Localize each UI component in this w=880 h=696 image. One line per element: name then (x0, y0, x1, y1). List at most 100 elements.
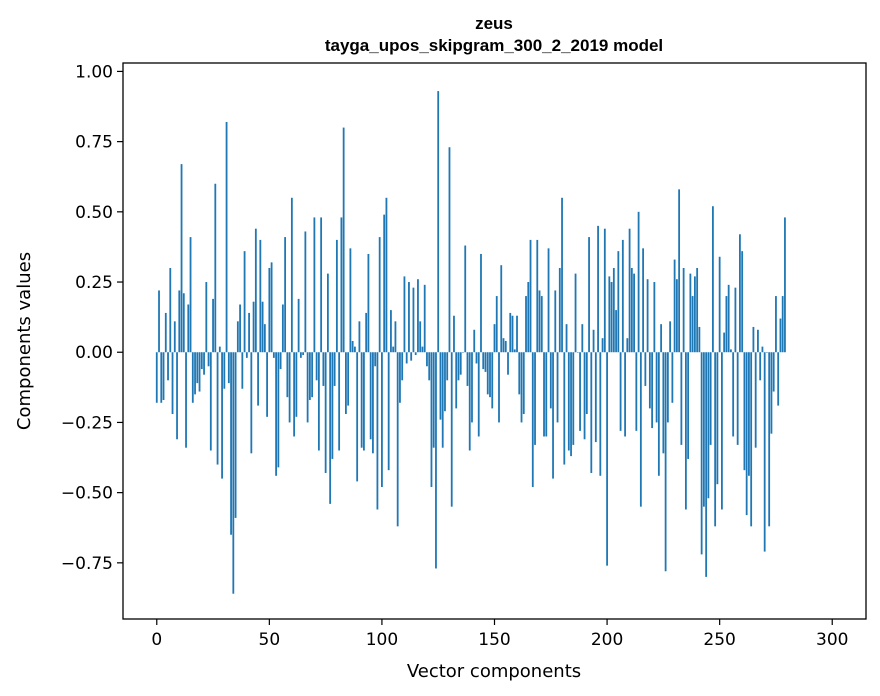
y-tick-label: −0.75 (61, 554, 113, 574)
bar (698, 326, 701, 353)
bar (563, 352, 566, 465)
bar (155, 352, 158, 403)
bar (534, 352, 536, 445)
bar (687, 352, 690, 459)
bar (441, 352, 444, 448)
bar (653, 282, 656, 353)
bar (502, 338, 505, 353)
bar (308, 352, 311, 400)
bar (520, 352, 523, 423)
bar (673, 259, 676, 353)
x-tick-label: 50 (259, 630, 281, 650)
bar (390, 310, 392, 353)
bar (734, 287, 737, 353)
bar (293, 352, 296, 437)
bar (281, 304, 284, 353)
bar (239, 304, 241, 353)
bar (342, 127, 345, 353)
bar (516, 315, 518, 353)
bar (655, 352, 658, 423)
bar (565, 324, 568, 353)
bar (272, 352, 275, 358)
bar (579, 352, 581, 431)
bar (597, 225, 599, 353)
bar (581, 324, 584, 353)
bar (164, 312, 167, 353)
bar (326, 273, 329, 353)
bar (554, 290, 557, 353)
y-tick-label: 0.75 (75, 133, 113, 153)
bar (254, 228, 257, 353)
bar (315, 352, 318, 381)
bar (671, 352, 674, 403)
bar (444, 352, 446, 412)
bar (531, 352, 534, 488)
bar (194, 352, 196, 395)
bar (234, 352, 237, 518)
bar (610, 282, 613, 353)
bar (207, 352, 210, 367)
bar (743, 352, 746, 471)
bar (761, 346, 764, 353)
bar (277, 352, 280, 468)
bar (784, 217, 786, 353)
bar (603, 228, 606, 353)
bar (216, 352, 219, 465)
bar (261, 301, 264, 353)
bar (675, 279, 678, 353)
bar (464, 245, 467, 353)
bar (662, 352, 665, 454)
bar (182, 293, 185, 353)
bar (245, 352, 248, 358)
bar (214, 183, 217, 353)
bar (374, 352, 377, 367)
bar (727, 284, 730, 353)
bar (637, 211, 640, 353)
y-tick-label: 1.00 (75, 62, 113, 82)
bar (473, 329, 476, 353)
bar (736, 352, 739, 445)
bar (484, 352, 487, 372)
bar (459, 352, 462, 375)
bar (721, 352, 723, 510)
bar (162, 352, 165, 400)
bar (590, 352, 593, 473)
bar (529, 239, 532, 353)
bar (428, 352, 431, 381)
y-tick-label: −0.50 (61, 484, 113, 504)
bar (752, 326, 755, 353)
bar (225, 121, 228, 353)
bar (664, 352, 667, 572)
bar (324, 352, 327, 473)
bar (243, 251, 246, 353)
bar (358, 321, 361, 353)
bar (430, 352, 433, 488)
bar (766, 352, 768, 353)
bar (601, 338, 604, 353)
bar (221, 352, 223, 479)
bar (340, 217, 343, 353)
bar (754, 352, 757, 448)
bar (218, 346, 221, 353)
bar (491, 352, 494, 409)
bar (367, 253, 370, 353)
bar (455, 352, 458, 409)
bar (369, 352, 372, 440)
bar (781, 296, 784, 353)
bar (705, 352, 708, 577)
bar (759, 352, 762, 381)
bar (547, 248, 550, 353)
bar (399, 352, 401, 403)
bar (468, 352, 471, 451)
bar (682, 267, 685, 353)
bar (448, 147, 451, 353)
bar (552, 352, 554, 479)
bar (212, 298, 214, 353)
bar (450, 352, 453, 507)
bar (779, 318, 782, 353)
bar (486, 352, 489, 395)
bar (178, 290, 181, 353)
bar (311, 352, 314, 398)
bar (299, 352, 302, 358)
